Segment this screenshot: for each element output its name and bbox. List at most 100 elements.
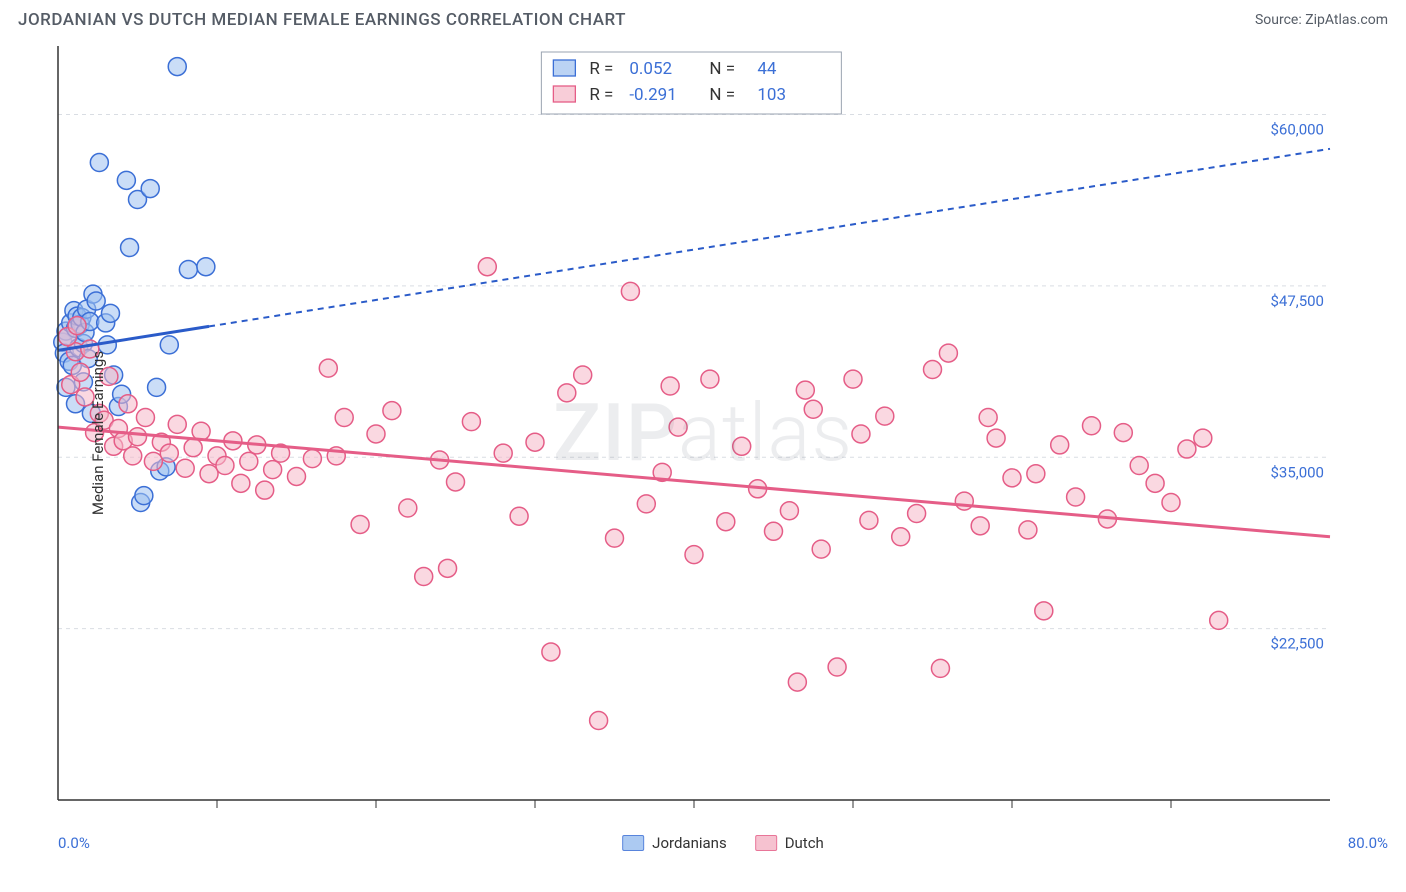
stat-legend-r-value: -0.291	[629, 85, 676, 105]
series-legend: Jordanians Dutch	[622, 834, 824, 852]
data-point	[606, 529, 624, 547]
x-axis-max-label: 80.0%	[1348, 834, 1388, 852]
data-point	[288, 467, 306, 485]
data-point	[319, 359, 337, 377]
data-point	[526, 433, 544, 451]
data-point	[987, 429, 1005, 447]
stat-legend-n-value: 44	[757, 59, 777, 79]
legend-swatch	[622, 835, 644, 851]
x-axis-min-label: 0.0%	[58, 834, 90, 852]
data-point	[71, 363, 89, 381]
data-point	[852, 425, 870, 443]
data-point	[908, 504, 926, 522]
data-point	[892, 528, 910, 546]
data-point	[939, 344, 957, 362]
data-point	[117, 171, 135, 189]
data-point	[955, 492, 973, 510]
data-point	[232, 474, 250, 492]
data-point	[447, 473, 465, 491]
stat-legend-n-value: 103	[757, 85, 786, 105]
data-point	[119, 395, 137, 413]
y-tick-label: $47,500	[1270, 292, 1324, 310]
data-point	[1210, 611, 1228, 629]
data-point	[717, 513, 735, 531]
data-point	[383, 402, 401, 420]
data-point	[669, 418, 687, 436]
data-point	[542, 643, 560, 661]
legend-item-dutch: Dutch	[755, 834, 824, 852]
data-point	[510, 507, 528, 525]
data-point	[788, 673, 806, 691]
data-point	[1003, 469, 1021, 487]
data-point	[1067, 488, 1085, 506]
stat-legend-r-label: R =	[589, 85, 613, 105]
data-point	[68, 317, 86, 335]
data-point	[197, 258, 215, 276]
data-point	[415, 568, 433, 586]
data-point	[661, 377, 679, 395]
data-point	[129, 428, 147, 446]
data-point	[179, 260, 197, 278]
stat-legend-r-value: 0.052	[629, 59, 672, 79]
data-point	[439, 559, 457, 577]
data-point	[1130, 456, 1148, 474]
data-point	[399, 499, 417, 517]
data-point	[256, 481, 274, 499]
y-tick-label: $35,000	[1270, 463, 1324, 481]
data-point	[1178, 440, 1196, 458]
data-point	[168, 58, 186, 76]
data-point	[367, 425, 385, 443]
data-point	[685, 546, 703, 564]
source-prefix: Source:	[1255, 12, 1305, 28]
data-point	[1114, 424, 1132, 442]
data-point	[121, 239, 139, 257]
data-point	[160, 444, 178, 462]
stat-legend-r-label: R =	[589, 59, 613, 79]
source-name: ZipAtlas.com	[1305, 12, 1388, 28]
data-point	[90, 154, 108, 172]
data-point	[303, 450, 321, 468]
data-point	[924, 361, 942, 379]
data-point	[804, 400, 822, 418]
data-point	[574, 366, 592, 384]
scatter-chart: $22,500$35,000$47,500$60,000R =0.052N =4…	[18, 36, 1348, 826]
data-point	[136, 409, 154, 427]
data-point	[876, 407, 894, 425]
y-tick-label: $22,500	[1270, 635, 1324, 653]
data-point	[979, 409, 997, 427]
data-point	[733, 437, 751, 455]
data-point	[87, 292, 105, 310]
data-point	[828, 658, 846, 676]
data-point	[462, 413, 480, 431]
legend-label: Dutch	[785, 834, 824, 852]
stat-legend-n-label: N =	[709, 85, 735, 105]
source-attribution: Source: ZipAtlas.com	[1255, 12, 1388, 28]
data-point	[240, 452, 258, 470]
data-point	[844, 370, 862, 388]
data-point	[1146, 474, 1164, 492]
data-point	[176, 459, 194, 477]
data-point	[1051, 436, 1069, 454]
chart-title: JORDANIAN VS DUTCH MEDIAN FEMALE EARNING…	[18, 10, 626, 30]
data-point	[1083, 417, 1101, 435]
stat-legend-n-label: N =	[709, 59, 735, 79]
data-point	[621, 282, 639, 300]
stat-legend-swatch	[553, 60, 575, 76]
data-point	[1162, 494, 1180, 512]
x-axis-footer: 0.0% Jordanians Dutch 80.0%	[58, 834, 1388, 852]
data-point	[558, 384, 576, 402]
data-point	[765, 522, 783, 540]
stat-legend-swatch	[553, 86, 575, 102]
data-point	[931, 659, 949, 677]
data-point	[637, 495, 655, 513]
data-point	[780, 502, 798, 520]
data-point	[1035, 602, 1053, 620]
data-point	[216, 456, 234, 474]
data-point	[141, 180, 159, 198]
stat-legend-box	[541, 52, 841, 114]
data-point	[971, 517, 989, 535]
legend-label: Jordanians	[652, 834, 727, 852]
data-point	[335, 409, 353, 427]
data-point	[168, 415, 186, 433]
y-axis-label: Median Female Earnings	[89, 351, 107, 515]
